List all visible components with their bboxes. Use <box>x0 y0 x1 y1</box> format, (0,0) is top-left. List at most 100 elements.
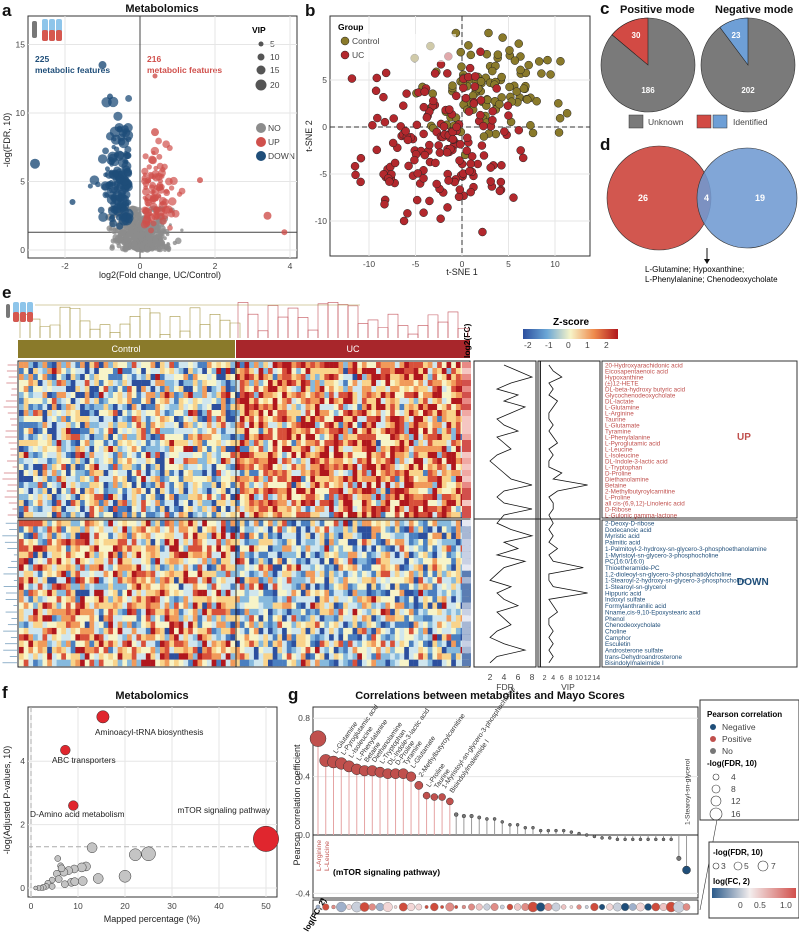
heatmap-cell <box>296 596 302 603</box>
heatmap-cell <box>455 434 461 441</box>
heatmap-cell <box>446 583 452 591</box>
heatmap-cell <box>188 520 194 527</box>
heatmap-cell <box>324 545 330 552</box>
heatmap-cell <box>455 452 461 459</box>
heatmap-cell <box>56 512 62 519</box>
heatmap-cell <box>89 506 95 513</box>
heatmap-cell <box>347 564 353 571</box>
heatmap-cell <box>80 362 85 369</box>
heatmap-cell <box>272 577 278 584</box>
heatmap-cell <box>451 458 457 465</box>
heatmap-cell <box>413 476 419 483</box>
heatmap-cell <box>221 488 226 495</box>
heatmap-cell <box>324 488 330 495</box>
heatmap-cell <box>253 446 259 453</box>
heatmap-cell <box>418 564 424 571</box>
heatmap-cell <box>357 494 363 501</box>
heatmap-cell <box>47 416 53 423</box>
heatmap-cell <box>277 539 283 546</box>
heatmap-cell <box>329 564 334 571</box>
x-tick-label: 4 <box>288 261 293 271</box>
heatmap-cell <box>408 482 414 489</box>
fdr-label: FDR <box>496 682 513 692</box>
heatmap-cell <box>23 589 29 597</box>
heatmap-cell <box>239 551 245 559</box>
heatmap-cell <box>441 452 447 459</box>
heatmap-cell <box>47 380 53 387</box>
heatmap-cell <box>310 386 316 393</box>
heatmap-cell <box>103 398 109 405</box>
heatmap-cell <box>394 422 400 429</box>
heatmap-cell <box>319 446 325 453</box>
heatmap-cell <box>267 500 273 507</box>
heatmap-cell <box>61 392 67 399</box>
heatmap-cell <box>239 488 245 495</box>
heatmap-cell <box>286 380 292 387</box>
heatmap-cell <box>413 482 419 489</box>
heatmap-cell <box>385 520 391 527</box>
heatmap-cell <box>343 589 349 597</box>
heatmap-cell <box>258 428 264 435</box>
heatmap-cell <box>399 452 405 459</box>
heatmap-cell <box>202 494 208 501</box>
heatmap-cell <box>352 482 358 489</box>
heatmap-cell <box>235 602 241 610</box>
heatmap-cell <box>164 532 170 540</box>
heatmap-cell <box>338 458 344 465</box>
heatmap-cell <box>437 422 443 429</box>
heatmap-cell <box>272 526 278 533</box>
heatmap-cell <box>380 464 386 471</box>
heatmap-cell <box>183 374 189 381</box>
heatmap-cell <box>84 551 90 559</box>
point-control <box>526 121 535 130</box>
heatmap-cell <box>338 440 344 447</box>
heatmap-cell <box>89 452 95 459</box>
heatmap-cell <box>136 545 142 552</box>
heatmap-cell <box>394 416 400 423</box>
heatmap-cell <box>174 440 179 447</box>
heatmap-cell <box>244 583 250 591</box>
heatmap-cell <box>329 458 334 465</box>
heatmap-cell <box>413 464 419 471</box>
heatmap-cell <box>183 526 189 533</box>
heatmap-cell <box>319 494 325 501</box>
heatmap-cell <box>258 440 264 447</box>
heatmap-cell <box>324 539 330 546</box>
heatmap-cell <box>380 564 386 571</box>
heatmap-cell <box>192 482 198 489</box>
heatmap-cell <box>385 404 391 411</box>
heatmap-cell <box>239 476 245 483</box>
heatmap-cell <box>319 488 325 495</box>
heatmap-cell <box>296 422 302 429</box>
heatmap-cell <box>23 380 29 387</box>
heatmap-cell <box>244 482 250 489</box>
heatmap-cell <box>310 380 316 387</box>
heatmap-cell <box>432 512 438 519</box>
heatmap-cell <box>437 386 443 393</box>
heatmap-cell <box>37 482 43 489</box>
heatmap-cell <box>451 440 457 447</box>
heatmap-cell <box>56 602 62 610</box>
heatmap-cell <box>277 558 283 565</box>
heatmap-cell <box>282 368 287 375</box>
heatmap-cell <box>408 428 414 435</box>
heatmap-cell <box>136 476 142 483</box>
heatmap-cell <box>108 398 114 405</box>
heatmap-cell <box>75 380 81 387</box>
heatmap-cell <box>70 520 76 527</box>
heatmap-cell <box>33 506 38 513</box>
heatmap-cell <box>319 476 325 483</box>
heatmap-cell <box>216 532 222 540</box>
heatmap-cell <box>211 380 217 387</box>
heatmap-cell <box>347 464 353 471</box>
heatmap-cell <box>451 558 457 565</box>
heatmap-cell <box>455 564 461 571</box>
heatmap-cell <box>277 416 283 423</box>
heatmap-cell <box>159 362 165 369</box>
heatmap-cell <box>23 422 29 429</box>
heatmap-cell <box>145 380 151 387</box>
heatmap-cell <box>385 458 391 465</box>
heatmap-cell <box>446 532 452 540</box>
heatmap-cell <box>305 434 311 441</box>
point-uc <box>443 203 452 212</box>
